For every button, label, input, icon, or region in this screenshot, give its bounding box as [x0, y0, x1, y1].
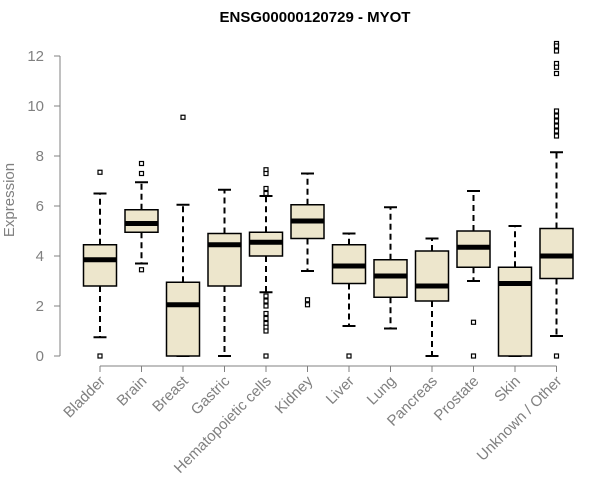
- outlier-point: [138, 160, 145, 167]
- y-tick-label: 4: [36, 248, 44, 265]
- x-tick-label: Prostate: [431, 373, 483, 425]
- plot-area: [82, 40, 574, 359]
- y-axis-label: Expression: [1, 163, 18, 237]
- x-tick-label: Breast: [149, 372, 192, 415]
- box-group: [414, 237, 450, 357]
- outlier-point: [553, 353, 560, 359]
- outlier-point: [263, 293, 269, 299]
- chart-title: ENSG00000120729 - MYOT: [220, 9, 411, 26]
- outlier-point: [97, 353, 103, 359]
- outlier-point: [553, 48, 560, 54]
- box: [497, 266, 533, 357]
- y-tick-label: 10: [27, 98, 44, 115]
- box-group: [373, 206, 408, 330]
- outlier-point: [97, 169, 103, 175]
- box-group: [82, 169, 118, 359]
- outlier-point: [346, 353, 352, 359]
- box-group: [290, 172, 325, 308]
- box-group: [539, 40, 574, 359]
- outlier-point: [180, 114, 186, 120]
- box: [414, 250, 450, 302]
- outlier-point: [263, 185, 269, 192]
- outlier-point: [553, 64, 560, 70]
- x-tick-label: Bladder: [60, 373, 109, 422]
- x-tick-label: Brain: [114, 373, 151, 410]
- outlier-point: [304, 302, 311, 308]
- outlier-point: [553, 118, 560, 124]
- outlier-point: [553, 123, 560, 129]
- outlier-point: [553, 128, 560, 134]
- box-group: [248, 167, 284, 359]
- x-tick-label: Liver: [323, 373, 358, 408]
- outlier-point: [263, 298, 269, 304]
- x-tick-label: Lung: [364, 373, 400, 409]
- outlier-point: [553, 43, 560, 49]
- y-tick-label: 2: [36, 298, 44, 315]
- box: [82, 244, 118, 287]
- outlier-point: [263, 328, 269, 334]
- outlier-point: [553, 133, 560, 139]
- outlier-point: [553, 113, 560, 119]
- outlier-point: [263, 190, 269, 197]
- box-group: [165, 114, 201, 357]
- box-group: [331, 232, 367, 359]
- box-group: [207, 188, 242, 357]
- outlier-point: [263, 170, 269, 177]
- outlier-point: [263, 353, 269, 359]
- outlier-point: [263, 315, 269, 322]
- outlier-point: [263, 310, 269, 317]
- box: [165, 281, 201, 357]
- y-tick-label: 12: [27, 48, 44, 65]
- box: [207, 232, 242, 287]
- y-tick-label: 6: [36, 198, 44, 215]
- outlier-point: [553, 70, 560, 77]
- outlier-point: [263, 303, 269, 309]
- y-tick-label: 8: [36, 148, 44, 165]
- box-group: [497, 225, 533, 357]
- y-axis: 0 2 4 6 8 10 12: [27, 48, 61, 365]
- outlier-point: [138, 267, 145, 273]
- x-tick-label: Skin: [491, 373, 524, 406]
- box-group: [124, 160, 159, 273]
- x-tick-label: Kidney: [272, 372, 317, 417]
- outlier-point: [553, 108, 560, 114]
- outlier-point: [304, 297, 311, 303]
- y-tick-label: 0: [36, 348, 44, 365]
- outlier-point: [138, 170, 145, 177]
- outlier-point: [470, 353, 477, 359]
- outlier-point: [470, 319, 477, 325]
- box-group: [456, 190, 491, 359]
